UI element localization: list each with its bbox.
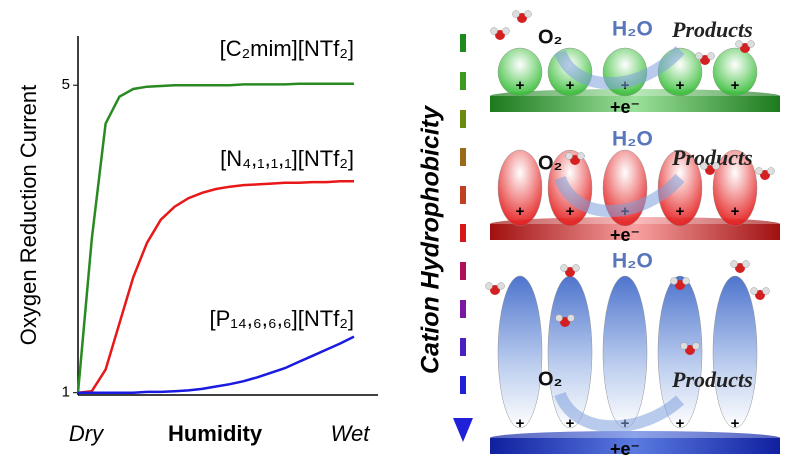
arrow-dash	[460, 34, 466, 52]
water-hydrogen	[743, 261, 750, 268]
cation	[603, 276, 647, 428]
cation-charge: +	[731, 415, 740, 432]
cation-charge: +	[676, 77, 685, 94]
water-hydrogen	[763, 288, 770, 295]
water-hydrogen	[525, 11, 532, 18]
water-hydrogen	[751, 288, 758, 295]
figure: Oxygen Reduction Current Humidity 1 5 Dry W…	[0, 0, 795, 456]
water-hydrogen	[561, 265, 568, 272]
water: H₂O	[612, 250, 653, 273]
water-hydrogen	[486, 283, 493, 290]
water-hydrogen	[568, 315, 575, 322]
arrow-head	[453, 418, 473, 442]
water-hydrogen	[671, 278, 678, 285]
arrow-label: Cation Hydrophobicity	[417, 105, 445, 374]
water-hydrogen	[573, 265, 580, 272]
cation-charge: +	[566, 77, 575, 94]
x-tick-label: Wet	[331, 421, 371, 446]
water-hydrogen	[578, 153, 585, 160]
arrow-dash	[460, 300, 466, 318]
water-hydrogen	[756, 168, 763, 175]
chart: Oxygen Reduction Current Humidity 1 5 Dry W…	[16, 36, 378, 446]
water: H₂O	[612, 128, 653, 151]
arrow-dash	[460, 262, 466, 280]
series-line	[78, 84, 354, 393]
y-tick-label: 5	[62, 76, 70, 93]
series-label: [P₁₄,₆,₆,₆][NTf₂]	[210, 306, 354, 331]
water-hydrogen	[736, 41, 743, 48]
products: Products	[671, 367, 753, 392]
series-line	[78, 337, 354, 393]
cation-charge: +	[676, 415, 685, 432]
x-axis-label: Humidity	[168, 421, 263, 446]
water: H₂O	[612, 18, 653, 41]
arrow-dash	[460, 148, 466, 166]
y-axis-label: Oxygen Reduction Current	[16, 85, 41, 345]
cation-charge: +	[731, 203, 740, 220]
oxygen: O₂	[538, 152, 562, 174]
water-hydrogen	[556, 315, 563, 322]
cation-charge: +	[731, 77, 740, 94]
arrow-dash	[460, 338, 466, 356]
water-hydrogen	[681, 343, 688, 350]
water-hydrogen	[513, 11, 520, 18]
cation-charge: +	[516, 203, 525, 220]
cation-charge: +	[676, 203, 685, 220]
cation-charge: +	[516, 77, 525, 94]
series-line	[78, 181, 354, 392]
arrow-dash	[460, 72, 466, 90]
diagram: Cation Hydrophobicity + + + + + O₂ H₂O Products +…	[417, 11, 780, 457]
electrode-charge: +e⁻	[610, 97, 640, 117]
water-hydrogen	[708, 53, 715, 60]
water-hydrogen	[693, 343, 700, 350]
oxygen: O₂	[538, 368, 562, 390]
series-label: [N₄,₁,₁,₁][NTf₂]	[220, 146, 354, 171]
water-hydrogen	[731, 261, 738, 268]
arrow-dash	[460, 186, 466, 204]
cation	[498, 276, 542, 428]
electrode-charge: +e⁻	[610, 225, 640, 245]
water-hydrogen	[701, 163, 708, 170]
water-hydrogen	[768, 168, 775, 175]
series-label: [C₂mim][NTf₂]	[220, 36, 354, 61]
water-hydrogen	[566, 153, 573, 160]
water-hydrogen	[696, 53, 703, 60]
water-hydrogen	[713, 163, 720, 170]
water-hydrogen	[491, 28, 498, 35]
products: Products	[671, 17, 753, 42]
water-hydrogen	[748, 41, 755, 48]
electrode-charge: +e⁻	[610, 439, 640, 456]
cation-charge: +	[516, 415, 525, 432]
water-hydrogen	[503, 28, 510, 35]
arrow-dash	[460, 376, 466, 394]
cation	[713, 276, 757, 428]
oxygen: O₂	[538, 26, 562, 48]
water-hydrogen	[683, 278, 690, 285]
y-tick-label: 1	[62, 384, 70, 401]
arrow-dash	[460, 110, 466, 128]
water-hydrogen	[498, 283, 505, 290]
x-tick-label: Dry	[69, 421, 105, 446]
arrow-dash	[460, 224, 466, 242]
